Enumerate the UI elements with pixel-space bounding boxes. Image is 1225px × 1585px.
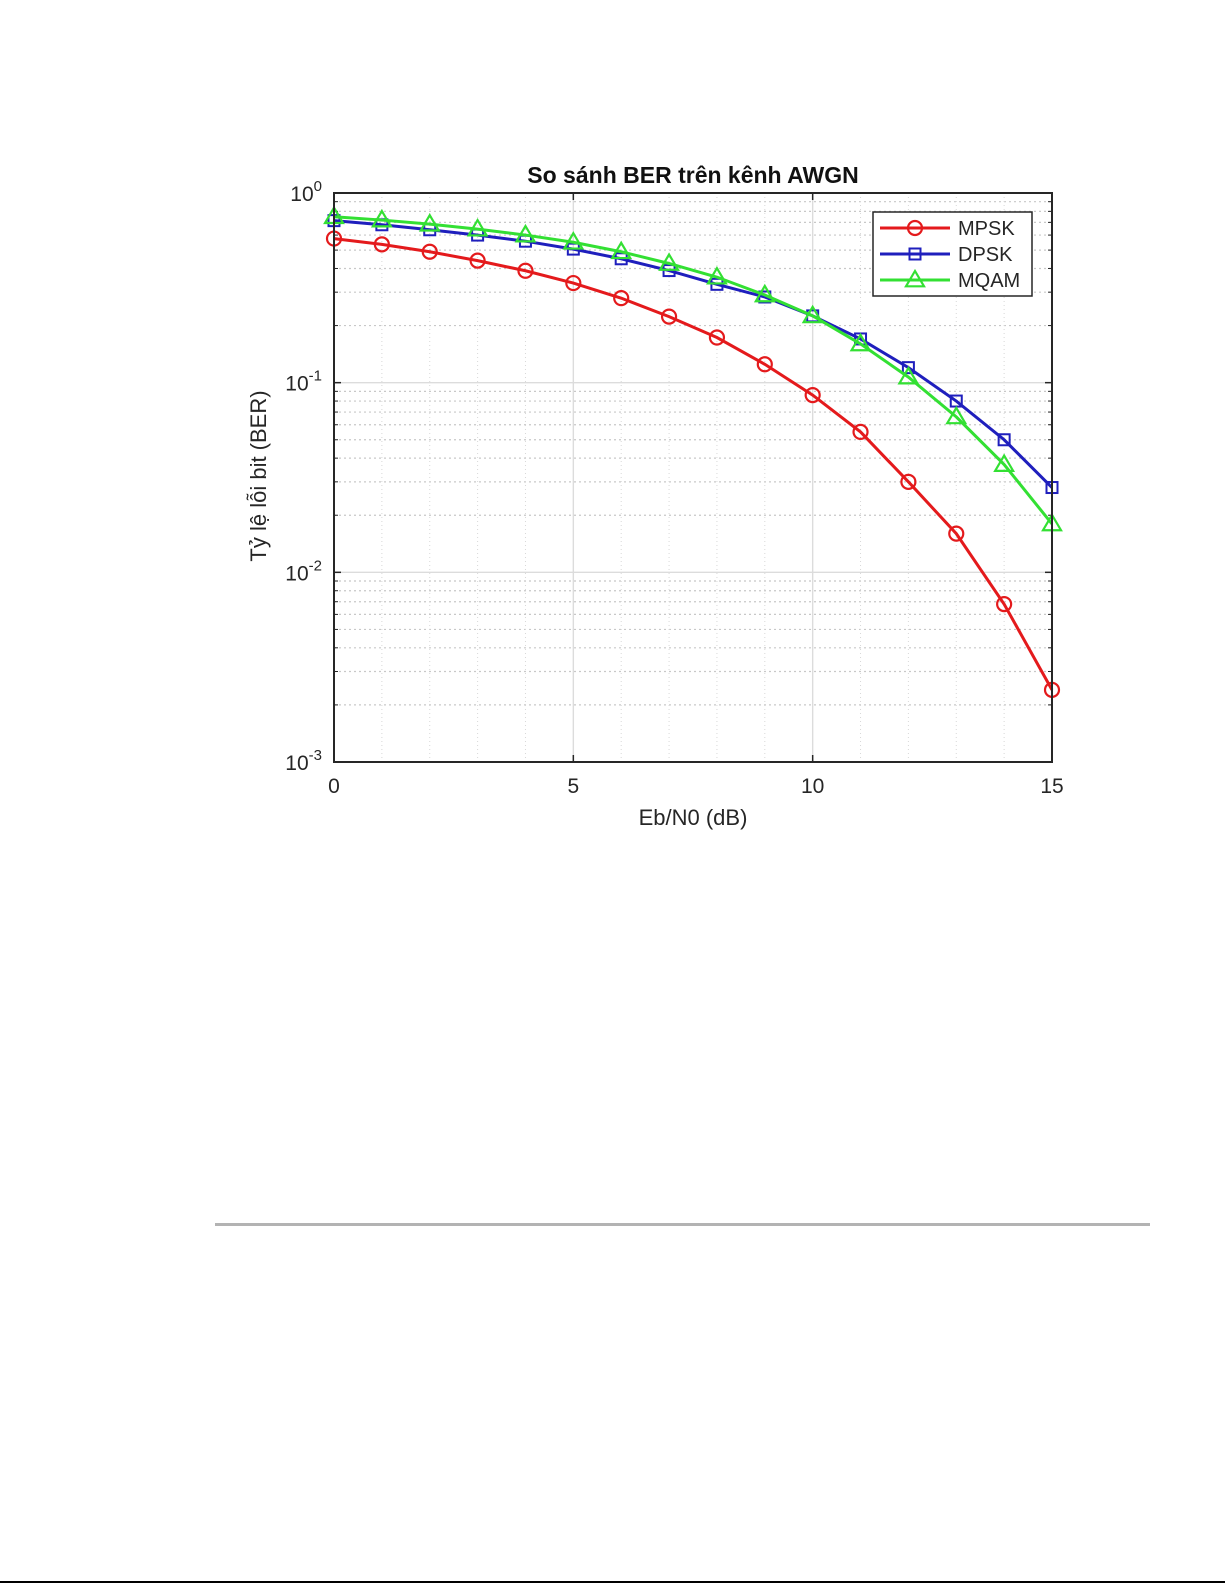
data-point-mpsk (373, 236, 390, 253)
legend-label-mpsk: MPSK (958, 218, 1015, 240)
data-point-mqam (897, 365, 920, 385)
data-point-mqam (466, 217, 489, 237)
data-point-mqam (706, 265, 728, 285)
series-plot (323, 205, 1063, 698)
series-mpsk (325, 230, 1061, 698)
data-point-mqam (945, 405, 968, 425)
data-point-dpsk (901, 361, 915, 375)
y-tick-label: 10-3 (285, 747, 322, 775)
series-line-mpsk (333, 237, 1054, 691)
y-tick-label: 100 (290, 178, 322, 206)
data-point-mqam (562, 231, 585, 250)
data-point-mpsk (660, 308, 678, 325)
x-tick-label: 0 (328, 775, 340, 798)
series-line-mqam (333, 215, 1054, 525)
data-point-mqam (849, 332, 872, 352)
x-tick-label: 5 (567, 775, 579, 798)
data-point-mqam (801, 304, 824, 324)
data-point-mqam (370, 208, 393, 228)
data-point-dpsk (997, 433, 1011, 447)
data-point-mpsk (517, 262, 534, 279)
y-tick-label: 10-1 (285, 368, 322, 396)
data-point-mqam (514, 223, 537, 243)
data-point-mqam (610, 240, 633, 260)
data-point-mpsk (565, 274, 582, 292)
legend-label-dpsk: DPSK (958, 244, 1013, 266)
data-point-mpsk (469, 252, 486, 269)
data-point-mpsk (756, 356, 773, 373)
bottom-border (0, 1581, 1225, 1583)
x-tick-label: 15 (1040, 775, 1063, 798)
data-point-mpsk (852, 423, 869, 441)
y-axis-label: Tỷ lệ lỗi bit (BER) (246, 390, 271, 561)
data-point-mpsk (948, 525, 965, 542)
data-point-mpsk (996, 596, 1013, 613)
data-point-mpsk (708, 329, 726, 346)
x-tick-label: 10 (801, 775, 824, 798)
legend: MPSK DPSK MQAM (872, 211, 1033, 297)
data-point-mpsk (613, 290, 630, 307)
legend-marker-dpsk (908, 247, 922, 261)
x-axis-label: Eb/N0 (dB) (639, 805, 748, 830)
data-point-mqam (753, 283, 776, 303)
data-point-mqam (658, 252, 680, 271)
page-divider (215, 1223, 1150, 1226)
plot-frame (333, 192, 1053, 763)
legend-box (872, 211, 1033, 297)
data-point-mqam (993, 453, 1016, 472)
series-mqam (323, 205, 1063, 532)
chart-title: So sánh BER trên kênh AWGN (527, 162, 858, 188)
series-line-dpsk (333, 219, 1054, 489)
data-point-mpsk (804, 386, 821, 404)
legend-label-mqam: MQAM (958, 270, 1020, 292)
y-tick-label: 10-2 (285, 557, 322, 585)
data-point-mpsk (900, 473, 917, 490)
data-point-mqam (418, 212, 441, 232)
legend-marker-mpsk (906, 219, 924, 237)
data-point-mpsk (421, 243, 438, 260)
legend-marker-mqam (904, 268, 926, 288)
